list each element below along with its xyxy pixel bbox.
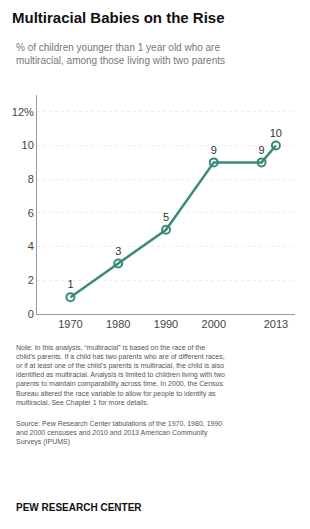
svg-text:0: 0 bbox=[28, 308, 34, 320]
svg-text:3: 3 bbox=[115, 245, 121, 257]
svg-text:1970: 1970 bbox=[58, 318, 82, 330]
svg-text:9: 9 bbox=[258, 144, 264, 156]
svg-text:% of children younger than 1 y: % of children younger than 1 year old wh… bbox=[16, 42, 225, 66]
svg-text:8: 8 bbox=[28, 173, 34, 185]
svg-text:1980: 1980 bbox=[106, 318, 130, 330]
svg-text:9: 9 bbox=[211, 144, 217, 156]
svg-text:10: 10 bbox=[270, 127, 282, 139]
svg-text:4: 4 bbox=[28, 240, 34, 252]
svg-text:1990: 1990 bbox=[154, 318, 178, 330]
svg-text:6: 6 bbox=[28, 207, 34, 219]
svg-text:10: 10 bbox=[22, 139, 34, 151]
svg-text:Source: Pew Research Center ta: Source: Pew Research Center tabulations … bbox=[16, 420, 222, 446]
svg-text:12%: 12% bbox=[12, 106, 34, 118]
svg-text:5: 5 bbox=[163, 211, 169, 223]
svg-text:Multiracial Babies on the Rise: Multiracial Babies on the Rise bbox=[12, 9, 225, 26]
svg-text:2000: 2000 bbox=[202, 318, 226, 330]
svg-text:Note: In this analysis, “multi: Note: In this analysis, “multiracial” is… bbox=[16, 344, 225, 407]
svg-text:2: 2 bbox=[28, 274, 34, 286]
svg-text:PEW RESEARCH CENTER: PEW RESEARCH CENTER bbox=[16, 502, 142, 513]
svg-text:1: 1 bbox=[67, 278, 73, 290]
svg-text:2013: 2013 bbox=[264, 318, 288, 330]
